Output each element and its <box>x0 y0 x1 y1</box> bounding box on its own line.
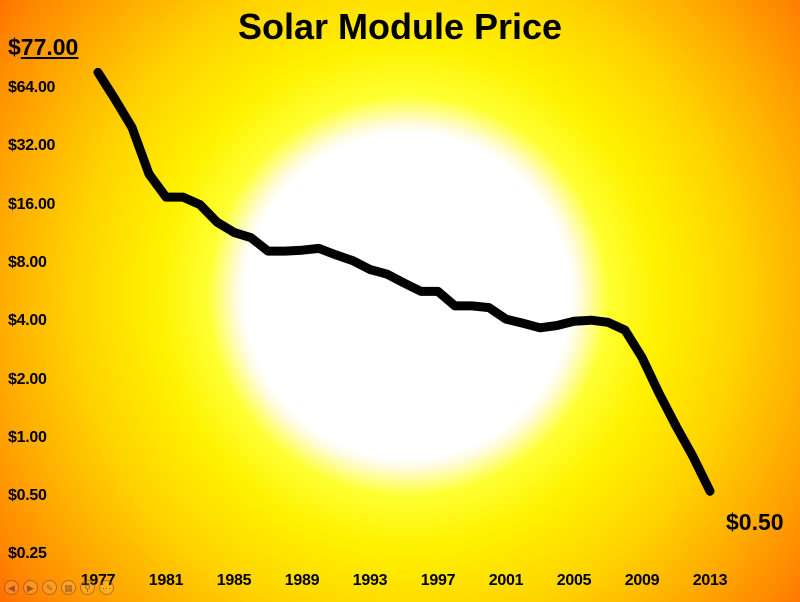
y-tick-label: $4.00 <box>8 312 47 330</box>
zoom-icon[interactable]: ⚲ <box>80 580 95 595</box>
x-tick-label: 1993 <box>352 572 388 589</box>
slideshow-controls: ◀ ▶ ✎ ▦ ⚲ ⋯ <box>4 580 114 595</box>
x-tick-label: 2001 <box>488 572 524 589</box>
start-price-annotation: $77.00 <box>8 34 79 60</box>
x-tick-label: 2013 <box>692 572 728 589</box>
chart-title: Solar Module Price <box>237 6 563 47</box>
y-tick-label: $0.25 <box>8 545 47 563</box>
y-tick-label: $0.50 <box>8 487 47 505</box>
pen-icon[interactable]: ✎ <box>42 580 57 595</box>
end-price-annotation: $0.50 <box>726 509 784 535</box>
price-series-line <box>93 67 715 496</box>
x-tick-label: 1985 <box>216 572 252 589</box>
y-tick-label: $1.00 <box>8 428 47 446</box>
x-tick-label: 1997 <box>420 572 456 589</box>
x-tick-label: 1981 <box>148 572 184 589</box>
x-tick-label: 1989 <box>284 572 320 589</box>
more-icon[interactable]: ⋯ <box>99 580 114 595</box>
slides-icon[interactable]: ▦ <box>61 580 76 595</box>
x-tick-label: 2005 <box>556 572 592 589</box>
y-tick-label: $16.00 <box>8 195 56 213</box>
y-tick-label: $64.00 <box>8 79 56 96</box>
x-tick-label: 2009 <box>624 572 660 589</box>
prev-icon[interactable]: ◀ <box>4 580 19 595</box>
next-icon[interactable]: ▶ <box>23 580 38 595</box>
y-tick-label: $2.00 <box>8 370 47 388</box>
y-tick-label: $8.00 <box>8 253 47 271</box>
y-tick-label: $32.00 <box>8 137 56 155</box>
